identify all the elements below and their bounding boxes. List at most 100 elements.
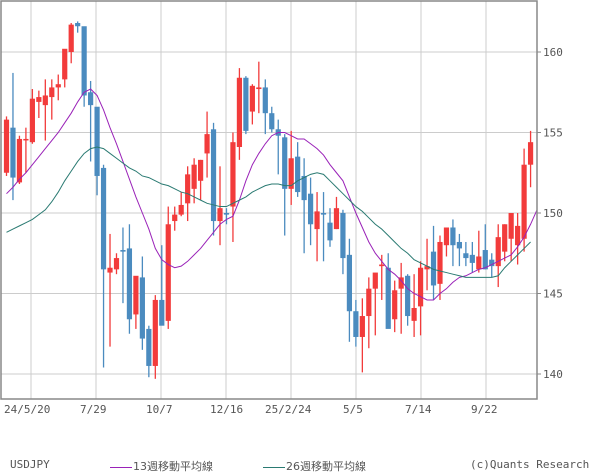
candle <box>314 192 320 262</box>
candle <box>495 224 501 288</box>
ma13-line <box>6 88 538 301</box>
candle <box>172 206 178 231</box>
candle <box>443 227 450 257</box>
candle <box>476 230 482 273</box>
candle <box>165 206 171 329</box>
candle <box>430 225 437 300</box>
candle <box>521 148 527 252</box>
candle <box>295 142 301 197</box>
candle <box>55 74 61 101</box>
candle <box>223 208 230 225</box>
legend-ma26-label: 26週移動平均線 <box>286 460 366 473</box>
candle <box>198 159 204 201</box>
candle <box>243 76 249 135</box>
candle <box>100 164 107 368</box>
candle <box>81 26 87 107</box>
x-tick-label: 25/2/24 <box>265 403 312 416</box>
x-tick-label: 7/29 <box>80 403 107 416</box>
candles <box>3 21 534 379</box>
candle <box>502 224 508 262</box>
candle <box>333 196 340 230</box>
x-axis-labels: 24/5/20 7/29 10/7 12/16 25/2/24 5/5 7/14 9/22 <box>4 403 498 416</box>
candle <box>327 208 333 247</box>
candle <box>191 158 197 204</box>
candle <box>320 192 327 262</box>
candle <box>23 127 29 173</box>
candle <box>411 274 417 337</box>
x-tick-label: 5/5 <box>343 403 363 416</box>
candle <box>405 274 411 326</box>
candle <box>139 256 145 350</box>
candle <box>282 134 288 236</box>
candle <box>301 158 307 254</box>
candle <box>450 219 456 267</box>
plot-frame <box>0 0 538 400</box>
copyright-text: (c)Quants Research <box>470 458 590 471</box>
candle <box>204 111 210 178</box>
candlestick-chart: 160 155 150 145 140 24/5/20 7/29 10/7 12/16 25/2… <box>0 0 563 416</box>
candle <box>217 166 223 246</box>
candle <box>288 130 294 205</box>
candle <box>262 79 268 135</box>
candle <box>236 68 243 160</box>
legend-ma13: 13週移動平均線 <box>110 458 213 474</box>
x-tick-label: 7/14 <box>405 403 432 416</box>
candle <box>398 262 404 334</box>
y-tick-label: 155 <box>543 127 563 140</box>
candle <box>489 253 495 278</box>
grid-lines <box>1 1 537 399</box>
ma26-line <box>6 146 531 278</box>
candle <box>463 241 469 267</box>
x-tick-label: 10/7 <box>146 403 173 416</box>
candle <box>49 79 55 120</box>
candle <box>29 89 35 144</box>
candle <box>133 275 139 329</box>
x-tick-label: 24/5/20 <box>4 403 50 416</box>
candle <box>178 192 184 217</box>
candle <box>107 233 113 347</box>
candle <box>152 295 158 379</box>
candle <box>353 299 359 347</box>
y-tick-label: 145 <box>543 288 563 301</box>
candle <box>346 238 353 342</box>
candle <box>424 238 430 291</box>
candle <box>256 61 262 114</box>
y-tick-label: 140 <box>543 368 563 381</box>
candle <box>113 253 120 275</box>
candle <box>146 325 152 378</box>
candle <box>385 253 391 329</box>
y-tick-label: 160 <box>543 46 563 59</box>
candle <box>62 48 68 88</box>
candle <box>10 72 16 201</box>
ma26-swatch <box>263 466 285 468</box>
legend-ma13-label: 13週移動平均線 <box>133 460 213 473</box>
candle <box>379 254 385 300</box>
ma13-swatch <box>110 466 132 468</box>
candle <box>120 227 126 304</box>
candle <box>68 23 74 64</box>
y-tick-label: 150 <box>543 207 563 220</box>
candle <box>372 272 378 336</box>
candle <box>269 106 275 133</box>
candle <box>42 79 48 141</box>
candle <box>508 213 514 262</box>
y-axis-labels: 160 155 150 145 140 <box>537 46 563 381</box>
candle <box>469 241 475 273</box>
candle <box>94 106 100 196</box>
candle <box>515 213 521 265</box>
x-tick-label: 12/16 <box>210 403 243 416</box>
candle <box>366 277 372 349</box>
candle <box>359 298 365 373</box>
candle <box>3 116 10 176</box>
candle <box>249 84 255 125</box>
candle <box>126 224 133 334</box>
candle <box>340 209 346 275</box>
candle <box>392 280 398 333</box>
legend-symbol: USDJPY <box>10 458 50 471</box>
candle <box>482 224 488 270</box>
candle <box>230 132 236 242</box>
candle <box>75 21 81 33</box>
candle <box>456 233 462 267</box>
candle <box>159 245 165 326</box>
candle <box>36 90 42 119</box>
